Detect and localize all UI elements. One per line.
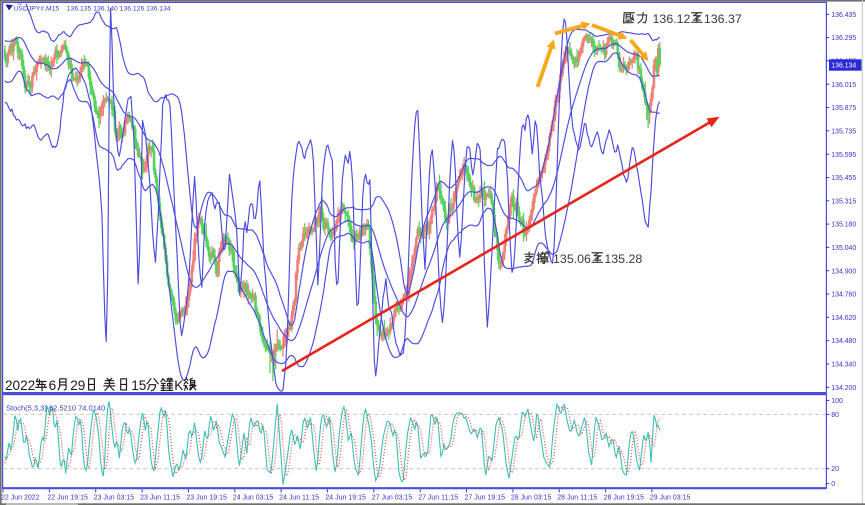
svg-text:136.435: 136.435 xyxy=(831,12,856,19)
svg-text:134.200: 134.200 xyxy=(831,385,856,392)
svg-text:100: 100 xyxy=(831,398,843,405)
svg-text:135.06: 135.06 xyxy=(550,252,591,266)
svg-text:135.040: 135.040 xyxy=(831,245,856,252)
svg-text:6: 6 xyxy=(49,378,57,393)
svg-text:22 Jun 2022: 22 Jun 2022 xyxy=(1,495,40,502)
svg-text:135.735: 135.735 xyxy=(831,128,856,135)
svg-text:134.480: 134.480 xyxy=(831,338,856,345)
svg-text:15: 15 xyxy=(131,378,146,393)
svg-text:134.760: 134.760 xyxy=(831,292,856,299)
svg-text:Stoch(5,3,3) 62.5210 74.0140: Stoch(5,3,3) 62.5210 74.0140 xyxy=(6,404,105,413)
svg-text:134.620: 134.620 xyxy=(831,315,856,322)
svg-text:USDJPY#,M15 136.135 136.140: USDJPY#,M15 136.135 136.140 136.126 136.… xyxy=(14,6,171,13)
svg-text:29 Jun 03:15: 29 Jun 03:15 xyxy=(650,495,691,502)
svg-text:135.595: 135.595 xyxy=(831,152,856,159)
svg-text:135.28: 135.28 xyxy=(604,252,642,266)
svg-text:27 Jun 11:15: 27 Jun 11:15 xyxy=(418,495,458,502)
svg-text:K: K xyxy=(174,378,183,393)
svg-text:28 Jun 11:15: 28 Jun 11:15 xyxy=(557,495,597,502)
svg-text:28 Jun 19:15: 28 Jun 19:15 xyxy=(604,495,645,502)
svg-text:24 Jun 19:15: 24 Jun 19:15 xyxy=(325,495,366,502)
svg-text:0: 0 xyxy=(831,481,835,488)
svg-text:136.015: 136.015 xyxy=(831,82,856,89)
svg-text:29: 29 xyxy=(70,378,85,393)
svg-text:23 Jun 11:15: 23 Jun 11:15 xyxy=(140,495,180,502)
svg-text:28 Jun 03:15: 28 Jun 03:15 xyxy=(511,495,552,502)
svg-text:27 Jun 19:15: 27 Jun 19:15 xyxy=(465,495,506,502)
svg-text:136.134: 136.134 xyxy=(831,63,856,70)
svg-text:24 Jun 11:15: 24 Jun 11:15 xyxy=(279,495,319,502)
svg-text:23 Jun 19:15: 23 Jun 19:15 xyxy=(186,495,227,502)
svg-text:27 Jun 03:15: 27 Jun 03:15 xyxy=(372,495,413,502)
svg-text:135.875: 135.875 xyxy=(831,105,856,112)
svg-text:134.900: 134.900 xyxy=(831,268,856,275)
svg-text:136.37: 136.37 xyxy=(704,12,742,26)
svg-text:136.295: 136.295 xyxy=(831,35,856,42)
svg-text:22 Jun 19:15: 22 Jun 19:15 xyxy=(47,495,88,502)
svg-text:135.455: 135.455 xyxy=(831,175,856,182)
svg-text:80: 80 xyxy=(831,412,839,419)
svg-text:135.315: 135.315 xyxy=(831,198,856,205)
svg-text:23 Jun 03:15: 23 Jun 03:15 xyxy=(94,495,135,502)
svg-text:135.180: 135.180 xyxy=(831,222,856,229)
svg-text:20: 20 xyxy=(831,466,839,473)
svg-text:24 Jun 03:15: 24 Jun 03:15 xyxy=(233,495,274,502)
svg-text:2022: 2022 xyxy=(5,378,35,393)
svg-text:134.340: 134.340 xyxy=(831,362,856,369)
svg-text:136.12: 136.12 xyxy=(649,12,690,26)
